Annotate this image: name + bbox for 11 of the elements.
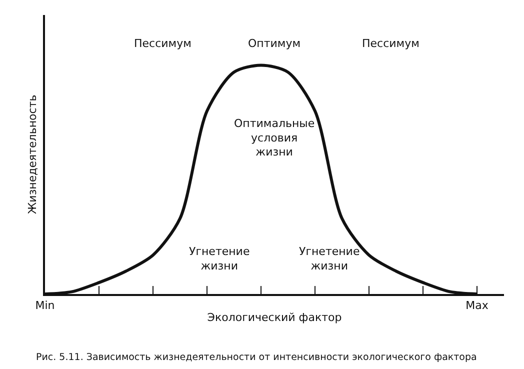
x-tick-label: Max <box>466 299 489 312</box>
annotation: Угнетение жизни <box>299 245 360 272</box>
text: Пессимум <box>134 37 192 50</box>
text: Пессимум <box>362 37 420 50</box>
y-axis-title: Жизнедеятельность <box>26 94 40 214</box>
text: Рис. 5.11. Зависимость жизнедеятельности от интенсивности экологического фактора <box>36 352 477 363</box>
annotation: Оптимальные условия жизни <box>234 117 315 159</box>
x-tick-label: Min <box>35 299 55 312</box>
x-axis-title: Экологический фактор <box>207 310 342 324</box>
text: Оптимум <box>248 37 301 50</box>
annotation: Угнетение жизни <box>189 245 250 272</box>
